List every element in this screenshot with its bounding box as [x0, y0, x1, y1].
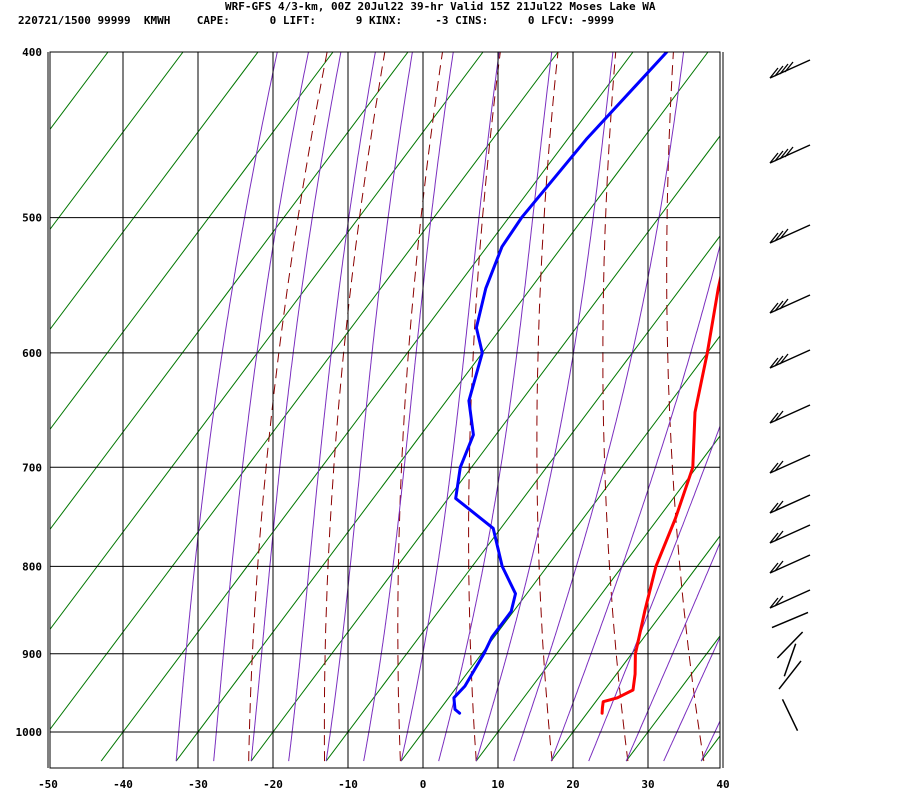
- dry-adiabat-line: [248, 52, 328, 762]
- wind-barb: [769, 59, 811, 79]
- moist-adiabat-line: [288, 52, 376, 762]
- wind-barb: [769, 224, 811, 244]
- moist-adiabat-line: [700, 720, 720, 762]
- moist-adiabat-line: [625, 541, 720, 762]
- wind-barb: [769, 454, 811, 474]
- x-tick-label: -30: [188, 778, 208, 791]
- moist-adiabat-line: [213, 52, 309, 762]
- moist-adiabat-line: [363, 52, 454, 762]
- dewpoint-profile-line: [452, 52, 669, 715]
- wind-barb: [776, 631, 804, 659]
- dry-adiabat-line: [666, 52, 705, 762]
- dry-adiabat-line: [536, 52, 559, 762]
- x-tick-label: 30: [641, 778, 654, 791]
- y-tick-label: 700: [22, 461, 42, 474]
- wind-barb: [769, 294, 811, 314]
- isotherm-line: [50, 52, 409, 531]
- temperature-tick-labels: -50 -40 -30 -20 -10 0 10 20 30 40: [38, 778, 730, 791]
- x-tick-label: 0: [420, 778, 427, 791]
- wind-barb: [783, 643, 797, 677]
- y-tick-label: 900: [22, 648, 42, 661]
- dry-adiabat-line: [397, 52, 443, 762]
- y-tick-label: 500: [22, 212, 42, 225]
- x-tick-label: -50: [38, 778, 58, 791]
- dry-adiabat-line: [323, 52, 386, 762]
- moist-adiabat-line: [663, 636, 720, 762]
- sounding-stats-line: 220721/1500 99999 KMWH CAPE: 0 LIFT: 9 K…: [18, 14, 615, 27]
- wind-barb: [769, 554, 811, 574]
- isotherm-line: [851, 52, 900, 761]
- wind-barb: [769, 524, 811, 544]
- moist-adiabat-line: [475, 52, 614, 762]
- isotherm-line: [175, 52, 709, 762]
- moist-adiabat-line: [438, 52, 553, 762]
- temperature-profile-line: [600, 273, 720, 715]
- moist-adiabat-line: [588, 424, 720, 762]
- sounding-profiles: [452, 52, 720, 715]
- moist-adiabat-line: [250, 52, 342, 762]
- dry-adiabat-line: [729, 52, 780, 761]
- grid-lines: [47, 51, 724, 768]
- x-tick-label: 20: [566, 778, 579, 791]
- wind-barb: [778, 660, 802, 690]
- dry-adiabat-line: [788, 52, 855, 761]
- y-tick-label: 600: [22, 347, 42, 360]
- plot-frame: [49, 51, 721, 769]
- wind-barb: [769, 349, 811, 369]
- x-tick-label: -10: [338, 778, 358, 791]
- isotherm-line: [50, 52, 559, 731]
- isotherm-line: [625, 635, 720, 762]
- isotherm-line: [325, 235, 720, 762]
- isotherm-line: [475, 435, 720, 762]
- isotherm-line: [50, 52, 184, 231]
- pressure-tick-labels: 400 500 600 700 800 900 1000: [16, 46, 43, 739]
- wind-barb: [771, 611, 809, 629]
- isotherm-line: [50, 52, 259, 331]
- y-tick-label: 800: [22, 560, 42, 573]
- y-tick-label: 400: [22, 46, 42, 59]
- moist-adiabat-line: [513, 52, 685, 762]
- moist-adiabat-line: [175, 52, 278, 762]
- wind-barb: [769, 589, 811, 609]
- background-lines: [50, 52, 900, 762]
- dry-adiabat-line: [468, 52, 501, 762]
- x-tick-label: 10: [491, 778, 504, 791]
- isotherm-line: [250, 135, 720, 762]
- wind-barb: [769, 494, 811, 514]
- x-tick-label: -20: [263, 778, 283, 791]
- x-tick-label: -40: [113, 778, 133, 791]
- moist-adiabat-line: [325, 52, 413, 762]
- y-tick-label: 1000: [16, 726, 43, 739]
- isotherm-line: [700, 735, 720, 762]
- dry-adiabat-line: [847, 52, 900, 761]
- wind-barb: [781, 699, 799, 731]
- chart-title: WRF-GFS 4/3-km, 00Z 20Jul22 39-hr Valid …: [225, 0, 656, 13]
- isotherm-line: [550, 535, 720, 762]
- wind-barbs: [769, 59, 811, 731]
- isotherm-line: [400, 335, 720, 762]
- isotherm-line: [50, 52, 334, 431]
- wind-barb: [769, 144, 811, 164]
- isotherm-line: [50, 52, 109, 131]
- x-tick-label: 40: [716, 778, 729, 791]
- moist-adiabat-line: [400, 52, 500, 762]
- isotherm-line: [776, 52, 900, 761]
- wind-barb: [769, 404, 811, 424]
- moist-adiabat-line: [550, 243, 720, 762]
- isotherm-line: [100, 52, 634, 762]
- dry-adiabat-line: [602, 52, 629, 762]
